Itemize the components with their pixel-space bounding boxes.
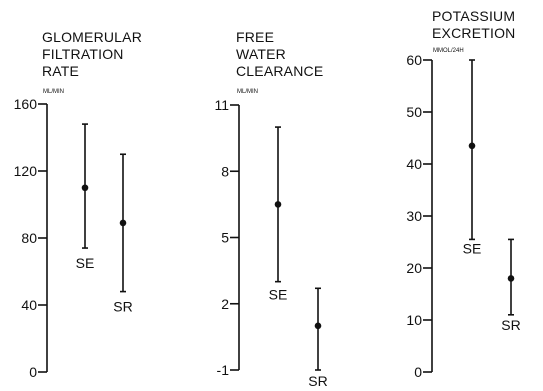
mean-point-se bbox=[274, 201, 282, 208]
series-label-sr: SR bbox=[113, 299, 132, 315]
y-tick-label: 40 bbox=[406, 156, 422, 172]
y-tick-label: 2 bbox=[221, 296, 229, 312]
series-label-se: SE bbox=[269, 287, 288, 303]
chart-title-line: WATER bbox=[236, 46, 286, 62]
mean-point-se bbox=[81, 184, 89, 192]
y-axis-unit: ML/MIN bbox=[43, 89, 64, 95]
y-tick-label: 0 bbox=[29, 364, 37, 380]
chart-title-line: EXCRETION bbox=[432, 25, 515, 41]
y-tick-label: 10 bbox=[406, 312, 422, 328]
series-label-sr: SR bbox=[308, 373, 327, 389]
mean-point-sr bbox=[507, 275, 515, 282]
y-tick-label: 120 bbox=[14, 163, 38, 179]
y-tick-label: 60 bbox=[406, 52, 422, 68]
y-tick-label: 8 bbox=[221, 163, 229, 179]
chart-title-line: CLEARANCE bbox=[236, 63, 323, 79]
chart-title-line: FREE bbox=[236, 29, 274, 45]
y-tick-label: 50 bbox=[406, 104, 422, 120]
chart-title-line: GLOMERULAR bbox=[42, 29, 142, 45]
y-tick-label: -1 bbox=[217, 362, 230, 378]
y-axis-unit: MMOL/24H bbox=[433, 48, 464, 54]
y-tick-label: 80 bbox=[21, 230, 37, 246]
y-tick-label: 40 bbox=[21, 297, 37, 313]
series-label-se: SE bbox=[76, 255, 95, 271]
series-label-sr: SR bbox=[501, 317, 520, 333]
mean-point-sr bbox=[314, 322, 322, 330]
chart-title-line: RATE bbox=[42, 63, 79, 79]
series-label-se: SE bbox=[463, 240, 482, 256]
y-tick-label: 5 bbox=[221, 230, 229, 246]
y-tick-label: 160 bbox=[14, 96, 38, 112]
y-tick-label: 11 bbox=[214, 97, 229, 113]
mean-point-sr bbox=[119, 219, 127, 227]
y-axis-unit: ML/MIN bbox=[237, 89, 258, 95]
y-tick-label: 20 bbox=[406, 260, 422, 276]
y-tick-label: 0 bbox=[414, 364, 422, 380]
chart-title-line: FILTRATION bbox=[42, 46, 124, 62]
chart-title-line: POTASSIUM bbox=[432, 8, 515, 24]
y-tick-label: 30 bbox=[406, 208, 422, 224]
mean-point-se bbox=[468, 142, 476, 150]
